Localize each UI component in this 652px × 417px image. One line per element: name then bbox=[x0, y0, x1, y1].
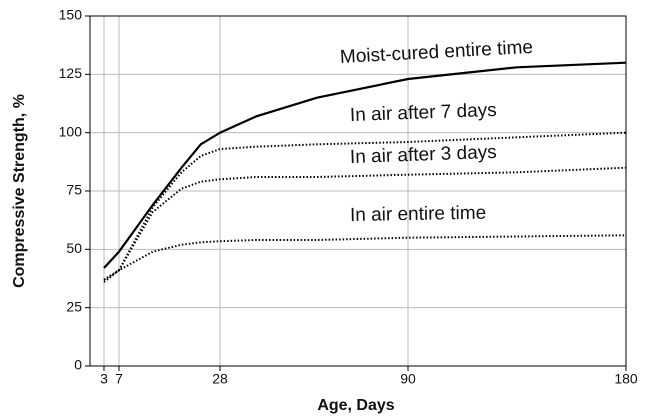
series-label: Moist-cured entire time bbox=[339, 37, 533, 68]
x-tick-label: 180 bbox=[614, 371, 638, 387]
x-tick-label: 28 bbox=[212, 371, 228, 387]
y-tick-label: 125 bbox=[59, 65, 83, 81]
y-tick-label: 75 bbox=[66, 182, 82, 198]
y-tick-label: 100 bbox=[59, 123, 83, 139]
line bbox=[103, 234, 627, 283]
x-tick-label: 3 bbox=[100, 371, 108, 387]
series-label: In air entire time bbox=[350, 203, 487, 226]
x-tick-label: 7 bbox=[115, 371, 123, 387]
y-tick-label: 0 bbox=[74, 357, 82, 373]
line bbox=[103, 61, 627, 269]
x-axis-label: Age, Days bbox=[317, 397, 394, 414]
plot-frame bbox=[89, 15, 627, 367]
y-tick-label: 150 bbox=[59, 7, 83, 23]
line bbox=[103, 166, 627, 281]
y-tick-label: 25 bbox=[66, 298, 82, 314]
y-axis-label: Compressive Strength, % bbox=[11, 94, 28, 288]
series-label: In air after 3 days bbox=[350, 142, 497, 168]
x-tick-label: 90 bbox=[400, 371, 416, 387]
y-tick-label: 50 bbox=[66, 240, 82, 256]
series-label: In air after 7 days bbox=[350, 100, 497, 126]
